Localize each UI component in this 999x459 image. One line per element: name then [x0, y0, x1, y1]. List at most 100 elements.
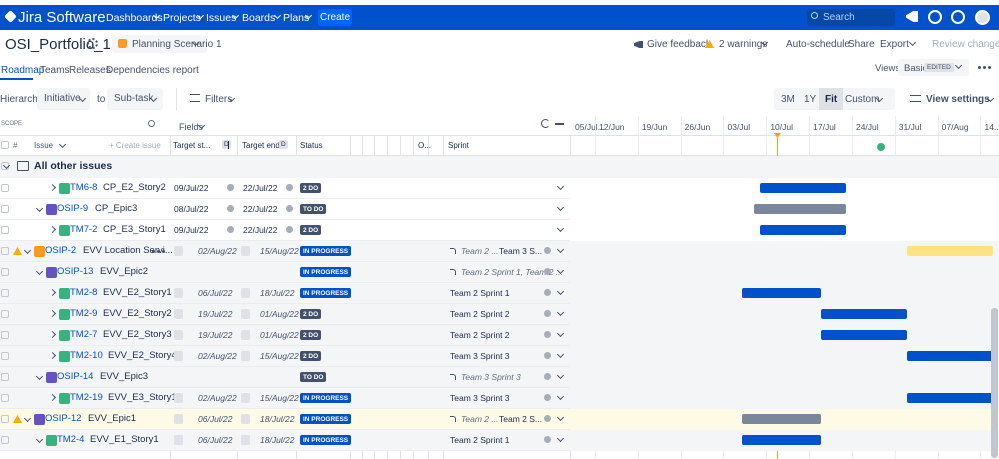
issue-key[interactable]: TM2-10: [70, 350, 103, 361]
issue-summary[interactable]: EVV_Epic2: [100, 266, 149, 277]
clear-icon[interactable]: [544, 373, 551, 380]
nav-menu[interactable]: Boards: [242, 12, 276, 24]
settings-icon[interactable]: [87, 38, 98, 49]
timeline-bar[interactable]: [907, 393, 993, 403]
search-placeholder[interactable]: Search: [823, 12, 855, 23]
zoom-option[interactable]: 3M: [781, 94, 795, 105]
timeline-bar[interactable]: [907, 351, 993, 361]
refresh-icon[interactable]: [541, 119, 550, 128]
clear-icon[interactable]: [544, 436, 551, 443]
sprint-value[interactable]: Team 2 Sprint 1: [450, 288, 510, 298]
sprint-value[interactable]: Team 2 S...: [499, 414, 542, 424]
issue-key[interactable]: TM2-4: [57, 434, 85, 445]
checkbox[interactable]: [1, 226, 9, 234]
issue-summary[interactable]: EVV_Epic3: [100, 371, 149, 382]
issue-summary[interactable]: EVV_E3_Story1: [108, 392, 177, 403]
sprint-value[interactable]: Team 3 Sprint 3: [450, 351, 510, 361]
target-start[interactable]: 02/Aug/22: [198, 351, 237, 361]
nav-menu[interactable]: Dashboards: [106, 12, 163, 24]
clear-icon[interactable]: [544, 268, 551, 275]
target-start[interactable]: 02/Aug/22: [198, 246, 237, 256]
timeline-bar[interactable]: [741, 414, 822, 424]
zoom-option[interactable]: Custom: [845, 94, 880, 105]
checkbox[interactable]: [1, 373, 9, 381]
timeline-bar[interactable]: [821, 309, 908, 319]
sprint-value[interactable]: Team 2 Sprint 2: [450, 330, 510, 340]
action-button[interactable]: Share: [848, 39, 875, 50]
nav-icon[interactable]: [951, 10, 965, 24]
clear-icon[interactable]: [227, 184, 234, 191]
sprint-value[interactable]: Team 3 Sprint 3: [461, 372, 521, 382]
target-end[interactable]: 01/Aug/22: [260, 330, 299, 340]
avatar[interactable]: [975, 10, 990, 25]
clear-icon[interactable]: [544, 331, 551, 338]
target-start[interactable]: 06/Jul/22: [198, 288, 233, 298]
timeline-bar[interactable]: [821, 330, 908, 340]
issue-key[interactable]: OSIP-13: [57, 266, 94, 277]
target-end[interactable]: 22/Jul/22: [243, 225, 278, 235]
create-button[interactable]: Create: [318, 9, 352, 26]
timeline-bar[interactable]: [741, 288, 822, 298]
timeline-bar[interactable]: [907, 246, 993, 256]
issue-key[interactable]: TM2-19: [70, 392, 103, 403]
target-start[interactable]: 06/Jul/22: [198, 414, 233, 424]
checkbox[interactable]: [1, 394, 9, 402]
target-end[interactable]: 15/Aug/22: [260, 246, 299, 256]
sprint-value[interactable]: Team 2 ...: [461, 414, 499, 424]
checkbox[interactable]: [1, 310, 9, 318]
clear-icon[interactable]: [227, 205, 234, 212]
timeline-bar[interactable]: [741, 435, 822, 445]
target-start[interactable]: 06/Jul/22: [198, 435, 233, 445]
checkbox[interactable]: [1, 289, 9, 297]
fields-button[interactable]: Fields: [179, 122, 204, 132]
tab[interactable]: Teams: [40, 65, 70, 76]
sprint-value[interactable]: Team 2 Sprint 1: [450, 435, 510, 445]
target-end[interactable]: 15/Aug/22: [260, 351, 299, 361]
scrollbar[interactable]: [991, 308, 998, 458]
checkbox[interactable]: [1, 268, 9, 276]
target-start[interactable]: 02/Aug/22: [198, 393, 237, 403]
checkbox[interactable]: [1, 184, 9, 192]
checkbox[interactable]: [1, 247, 9, 255]
issue-key[interactable]: TM7-2: [70, 224, 98, 235]
issue-summary[interactable]: CP_Epic3: [95, 203, 138, 214]
issue-summary[interactable]: EVV_E1_Story1: [90, 434, 159, 445]
issue-key[interactable]: TM6-8: [70, 182, 98, 193]
notifications-icon[interactable]: [906, 11, 918, 22]
clear-icon[interactable]: [544, 394, 551, 401]
target-end[interactable]: 01/Aug/22: [260, 309, 299, 319]
tab[interactable]: Releases: [69, 65, 111, 76]
nav-icon[interactable]: [928, 10, 942, 24]
target-start[interactable]: 08/Jul/22: [174, 204, 209, 214]
target-start[interactable]: 19/Jul/22: [198, 330, 233, 340]
view-settings[interactable]: View settings: [926, 94, 990, 105]
checkbox[interactable]: [1, 436, 9, 444]
hierarchy-to[interactable]: Sub-task: [107, 88, 163, 110]
sprint-value[interactable]: Team 2 ...: [461, 246, 499, 256]
clear-icon[interactable]: [544, 247, 551, 254]
sprint-value[interactable]: Team 3 S...: [499, 246, 542, 256]
zoom-option[interactable]: Fit: [825, 94, 838, 105]
clear-icon[interactable]: [286, 184, 293, 191]
zoom-option[interactable]: 1Y: [804, 94, 817, 105]
expand-icon[interactable]: [555, 123, 564, 125]
target-end[interactable]: 18/Jul/22: [260, 435, 295, 445]
timeline-bar[interactable]: [760, 183, 846, 193]
clear-icon[interactable]: [544, 310, 551, 317]
target-end[interactable]: 15/Aug/22: [260, 393, 299, 403]
issue-summary[interactable]: EVV_E2_Story1: [103, 287, 172, 298]
create-issue[interactable]: + Create issue: [109, 141, 161, 150]
clear-icon[interactable]: [227, 226, 234, 233]
issue-key[interactable]: TM2-8: [70, 287, 98, 298]
checkbox[interactable]: [1, 205, 9, 213]
checkbox[interactable]: [1, 331, 9, 339]
issue-summary[interactable]: EVV_Epic1: [88, 413, 137, 424]
target-end[interactable]: 22/Jul/22: [243, 204, 278, 214]
target-start[interactable]: 09/Jul/22: [174, 183, 209, 193]
sprint-value[interactable]: Team 2 Sprint 1, Team 2 ...: [461, 267, 563, 277]
nav-menu[interactable]: Projects: [163, 12, 201, 24]
filters-button[interactable]: Filters: [205, 94, 233, 105]
issue-summary[interactable]: EVV_E2_Story3: [103, 329, 172, 340]
issue-key[interactable]: OSIP-9: [57, 203, 89, 214]
warnings-button[interactable]: 2 warnings: [719, 39, 768, 50]
